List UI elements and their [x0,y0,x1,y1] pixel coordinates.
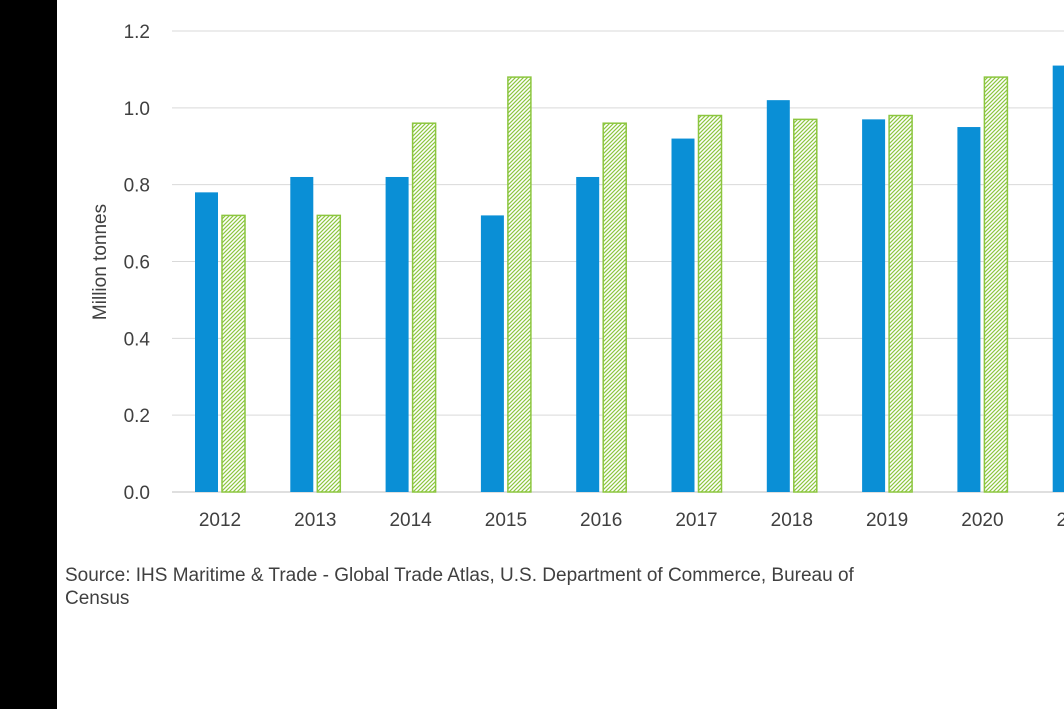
bar-2016-series-1 [576,176,600,492]
bar-2016-series-2 [602,122,627,493]
bar-2013-series-2 [316,214,342,493]
bar-2014-series-1 [385,176,409,492]
bar-2021-series-1 [1052,65,1064,492]
bar-2015-series-1 [480,215,504,492]
source-note: Source: IHS Maritime & Trade - Global Tr… [65,565,854,609]
x-tick-label: 2014 [389,510,432,531]
y-tick-label: 0.4 [124,329,151,350]
y-axis-ticks: 0.0 0.2 0.4 0.6 0.8 1.0 1.2 [124,22,151,504]
x-tick-label: 2012 [199,510,241,531]
bar-2015-series-2 [507,76,532,493]
bar-2017-series-1 [671,138,695,493]
bar-2012-series-1 [195,192,218,492]
x-tick-label: 2015 [485,510,527,531]
y-tick-label: 0.2 [124,406,150,427]
x-tick-label: 2016 [580,510,622,531]
bar-2018-series-1 [766,100,790,493]
bar-2019-series-1 [862,119,886,492]
bars [195,65,1064,493]
y-tick-label: 1.2 [124,22,150,43]
bar-2018-series-2 [793,118,818,493]
y-axis-title: Million tonnes [90,204,111,320]
x-tick-label: 2017 [675,510,717,531]
bar-2017-series-2 [697,114,723,493]
bar-2019-series-2 [888,114,913,493]
bar-2013-series-1 [290,176,314,492]
x-tick-label: 2013 [294,510,336,531]
bar-2014-series-2 [411,122,437,493]
x-axis-ticks: 2012 2013 2014 2015 2016 2017 2018 2019 2020 2021 [199,510,1064,531]
bar-2020-series-2 [983,76,1009,493]
bar-2012-series-2 [221,214,246,493]
x-tick-label: 2018 [771,510,813,531]
y-tick-label: 0.6 [124,253,150,274]
y-tick-label: 0.0 [124,483,150,504]
x-tick-label: 2020 [961,510,1003,531]
bar-2020-series-1 [957,127,981,493]
y-tick-label: 0.8 [124,176,150,197]
x-tick-label: 2019 [866,510,908,531]
bar-chart: 0.00.20.40.60.81.01.2 2012 2013 2014 2015 20… [90,22,1064,531]
chart-panel: 0.0 0.2 0.4 0.6 0.8 1.0 1.2 2012 2013 2014 2015 20… [57,0,1064,709]
x-tick-label: 2021 [1057,510,1064,531]
y-tick-label: 1.0 [124,99,150,120]
